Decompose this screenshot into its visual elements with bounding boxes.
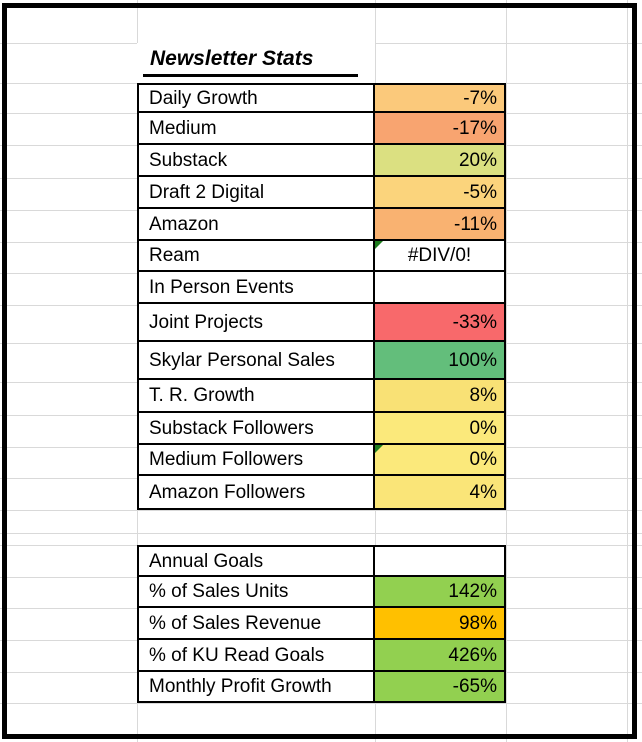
table-row: % of Sales Units 142% (139, 577, 504, 608)
row-label-cell[interactable]: Monthly Profit Growth (139, 672, 375, 701)
row-value-cell[interactable]: -65% (375, 672, 504, 701)
table-row: Daily Growth -7% (139, 85, 504, 113)
gridline (0, 510, 642, 511)
row-label-cell[interactable]: Amazon (139, 209, 375, 239)
table-row: Annual Goals (139, 547, 504, 577)
row-label-cell[interactable]: Medium Followers (139, 445, 375, 474)
row-value-cell[interactable] (375, 272, 504, 302)
row-value-cell[interactable]: 98% (375, 608, 504, 638)
row-label-cell[interactable]: % of Sales Revenue (139, 608, 375, 638)
row-label-cell[interactable]: Daily Growth (139, 85, 375, 111)
table-row: Medium Followers 0% (139, 445, 504, 476)
row-label-cell[interactable]: % of Sales Units (139, 577, 375, 606)
table-row: % of Sales Revenue 98% (139, 608, 504, 640)
table-row: % of KU Read Goals 426% (139, 640, 504, 672)
row-label-cell[interactable]: Draft 2 Digital (139, 177, 375, 207)
gridline (506, 0, 507, 742)
row-label-cell[interactable]: Joint Projects (139, 304, 375, 340)
table-row: In Person Events (139, 272, 504, 304)
title-underline (143, 74, 358, 77)
row-value-cell[interactable]: 0% (375, 445, 504, 474)
table-row: Monthly Profit Growth -65% (139, 672, 504, 701)
row-value-cell[interactable]: 100% (375, 342, 504, 378)
row-label-cell[interactable]: Amazon Followers (139, 476, 375, 508)
row-value-cell[interactable]: 20% (375, 145, 504, 175)
table-row: Amazon Followers 4% (139, 476, 504, 508)
row-label-cell[interactable]: Annual Goals (139, 547, 375, 575)
table-row: Substack 20% (139, 145, 504, 177)
table-row: Ream #DIV/0! (139, 241, 504, 272)
page-title: Newsletter Stats (150, 47, 314, 70)
gridline (0, 533, 642, 534)
row-label-cell[interactable]: Substack Followers (139, 413, 375, 443)
error-indicator-icon (375, 241, 383, 249)
row-value-cell[interactable]: 4% (375, 476, 504, 508)
table-row: Amazon -11% (139, 209, 504, 241)
row-label-cell[interactable]: In Person Events (139, 272, 375, 302)
row-value-cell[interactable]: -5% (375, 177, 504, 207)
row-value-cell[interactable]: 142% (375, 577, 504, 606)
row-label-cell[interactable]: T. R. Growth (139, 380, 375, 411)
row-value-cell[interactable]: -17% (375, 113, 504, 143)
newsletter-stats-table: Daily Growth -7% Medium -17% Substack 20… (137, 83, 506, 510)
row-label-cell[interactable]: Substack (139, 145, 375, 175)
row-value-cell[interactable]: -7% (375, 85, 504, 111)
row-value-cell[interactable]: 0% (375, 413, 504, 443)
row-value-cell[interactable]: 426% (375, 640, 504, 670)
table-row: T. R. Growth 8% (139, 380, 504, 413)
row-value-cell[interactable]: #DIV/0! (375, 241, 504, 270)
row-label-cell[interactable]: Ream (139, 241, 375, 270)
table-row: Skylar Personal Sales 100% (139, 342, 504, 380)
row-value-cell[interactable]: -33% (375, 304, 504, 340)
row-label-cell[interactable]: Medium (139, 113, 375, 143)
row-label-cell[interactable]: Skylar Personal Sales (139, 342, 375, 378)
row-label-cell[interactable]: % of KU Read Goals (139, 640, 375, 670)
gridline (0, 703, 642, 704)
table-row: Joint Projects -33% (139, 304, 504, 342)
row-value-cell[interactable]: 8% (375, 380, 504, 411)
table-row: Medium -17% (139, 113, 504, 145)
title-cell[interactable]: Newsletter Stats (137, 43, 375, 83)
row-value-cell[interactable] (375, 547, 504, 575)
annual-goals-table: Annual Goals % of Sales Units 142% % of … (137, 545, 506, 703)
table-row: Substack Followers 0% (139, 413, 504, 445)
table-row: Draft 2 Digital -5% (139, 177, 504, 209)
gridline (627, 0, 628, 742)
error-indicator-icon (375, 445, 383, 453)
row-value-cell[interactable]: -11% (375, 209, 504, 239)
